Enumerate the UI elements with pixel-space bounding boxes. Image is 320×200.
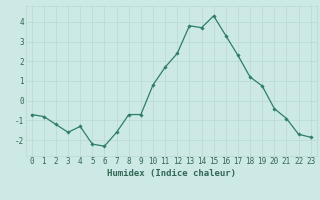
X-axis label: Humidex (Indice chaleur): Humidex (Indice chaleur) bbox=[107, 169, 236, 178]
